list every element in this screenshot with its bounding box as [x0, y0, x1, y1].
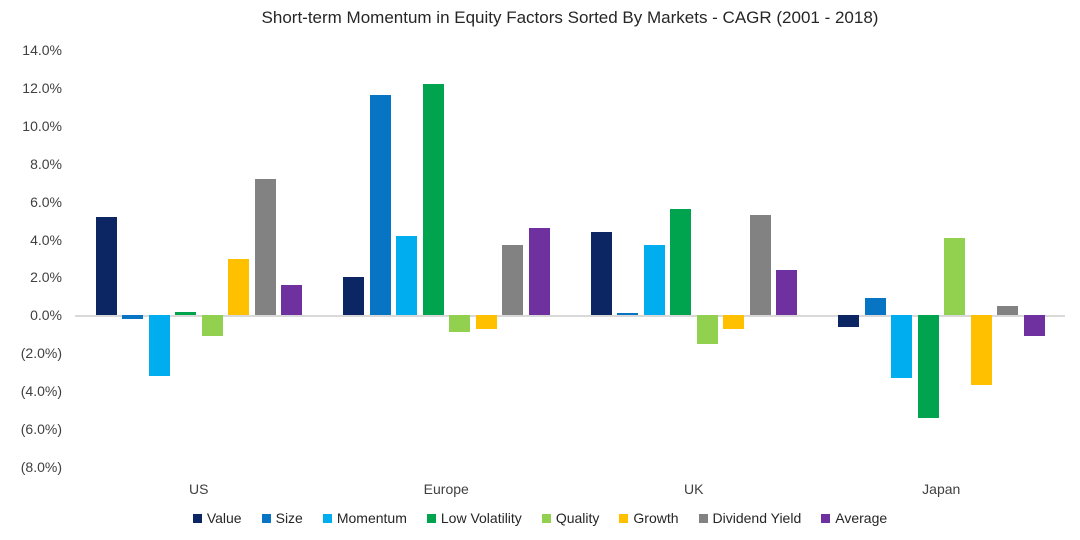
- legend-label: Low Volatility: [440, 510, 522, 526]
- bar-low-volatility-europe: [422, 84, 444, 316]
- y-tick-label-6-0-: 6.0%: [30, 193, 62, 210]
- bar-dividend-yield-europe: [502, 245, 523, 316]
- legend-item-size: Size: [261, 510, 303, 526]
- legend-swatch-icon: [821, 513, 831, 523]
- y-tick-label-4-0-: 4.0%: [30, 231, 62, 248]
- bar-momentum-uk: [643, 245, 665, 316]
- bar-value-us: [95, 216, 117, 316]
- legend-label: Average: [835, 510, 888, 526]
- bar-size-europe: [369, 95, 391, 316]
- bar-dividend-yield-japan: [997, 305, 1018, 316]
- legend-swatch-icon: [619, 513, 629, 523]
- legend-swatch-icon: [322, 513, 332, 523]
- bar-value-uk: [590, 231, 612, 316]
- bar-dividend-yield-us: [254, 178, 276, 316]
- legend-label: Momentum: [336, 510, 407, 526]
- bar-low-volatility-us: [175, 311, 196, 316]
- y-tick-label--6-0-: (6.0%): [20, 421, 62, 438]
- legend: Value Size Momentum Low Volatility Quality Gr…: [0, 510, 1080, 526]
- chart-title: Short-term Momentum in Equity Factors So…: [261, 8, 879, 27]
- legend-item-value: Value: [192, 510, 242, 526]
- bar-average-uk: [776, 269, 797, 316]
- bar-momentum-us: [148, 315, 170, 376]
- y-tick-label-10-0-: 10.0%: [22, 117, 62, 134]
- bar-dividend-yield-uk: [749, 214, 771, 316]
- y-tick-label-14-0-: 14.0%: [22, 42, 62, 58]
- y-tick-label--4-0-: (4.0%): [20, 383, 62, 400]
- legend-swatch-icon: [192, 513, 202, 523]
- plot-area: [75, 50, 1065, 467]
- legend-label: Growth: [633, 510, 679, 526]
- bar-size-japan: [864, 298, 886, 316]
- y-tick-label--8-0-: (8.0%): [20, 459, 62, 475]
- bar-quality-uk: [696, 315, 718, 344]
- legend-swatch-icon: [698, 513, 708, 523]
- legend-item-dividend-yield: Dividend Yield: [698, 510, 802, 526]
- legend-swatch-icon: [426, 513, 436, 523]
- bar-low-volatility-uk: [670, 209, 691, 316]
- legend-label: Quality: [555, 510, 600, 526]
- y-tick-label-2-0-: 2.0%: [30, 269, 62, 286]
- legend-swatch-icon: [541, 513, 551, 523]
- y-tick-label--2-0-: (2.0%): [20, 345, 62, 362]
- legend-item-momentum: Momentum: [322, 510, 407, 526]
- bar-value-europe: [343, 277, 364, 316]
- x-category-label-us: US: [189, 481, 209, 497]
- legend-item-quality: Quality: [541, 510, 600, 526]
- bar-growth-us: [228, 258, 249, 316]
- bar-growth-europe: [475, 315, 497, 329]
- y-tick-label-0-0-: 0.0%: [30, 307, 62, 324]
- bar-average-us: [281, 285, 302, 316]
- bar-growth-japan: [970, 315, 992, 386]
- legend-item-growth: Growth: [619, 510, 679, 526]
- legend-swatch-icon: [261, 513, 271, 523]
- bar-average-japan: [1023, 315, 1045, 337]
- bar-quality-us: [201, 315, 223, 337]
- bar-growth-uk: [723, 315, 744, 329]
- legend-item-low-volatility: Low Volatility: [426, 510, 522, 526]
- legend-item-average: Average: [821, 510, 887, 526]
- bar-low-volatility-japan: [917, 315, 939, 418]
- bar-momentum-europe: [396, 235, 417, 316]
- bar-quality-japan: [944, 237, 965, 316]
- legend-label: Dividend Yield: [712, 510, 802, 526]
- y-tick-label-12-0-: 12.0%: [22, 79, 62, 96]
- bar-value-japan: [838, 315, 859, 327]
- bar-average-europe: [528, 228, 550, 316]
- x-category-label-uk: UK: [684, 481, 704, 497]
- bar-quality-europe: [449, 315, 470, 333]
- x-category-label-europe: Europe: [423, 481, 469, 497]
- legend-label: Value: [206, 510, 242, 526]
- bar-size-us: [122, 315, 143, 320]
- zero-axis-line: [75, 315, 1065, 317]
- legend-label: Size: [275, 510, 303, 526]
- bar-size-uk: [617, 313, 638, 316]
- bar-momentum-japan: [891, 315, 912, 378]
- x-category-label-japan: Japan: [922, 481, 961, 497]
- y-tick-label-8-0-: 8.0%: [30, 155, 62, 172]
